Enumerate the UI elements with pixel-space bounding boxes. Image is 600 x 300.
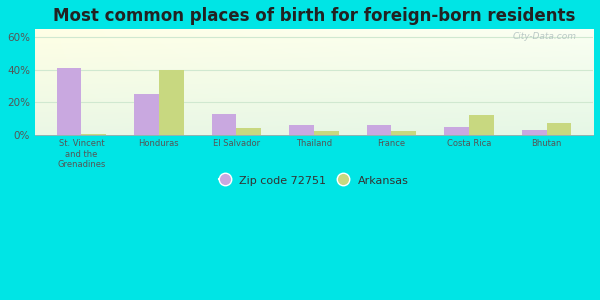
Text: City-Data.com: City-Data.com [512,32,577,41]
Bar [159,70,184,135]
Bar [444,127,469,135]
Bar [391,131,416,135]
Bar [289,125,314,135]
Bar [314,130,339,135]
Bar [212,114,236,135]
Bar [367,125,391,135]
Bar [134,94,159,135]
Legend: Zip code 72751, Arkansas: Zip code 72751, Arkansas [215,170,413,190]
Bar [547,123,571,135]
Bar [56,68,82,135]
Title: Most common places of birth for foreign-born residents: Most common places of birth for foreign-… [53,7,575,25]
Bar [522,130,547,135]
Bar [82,134,106,135]
Bar [469,115,494,135]
Bar [236,128,261,135]
